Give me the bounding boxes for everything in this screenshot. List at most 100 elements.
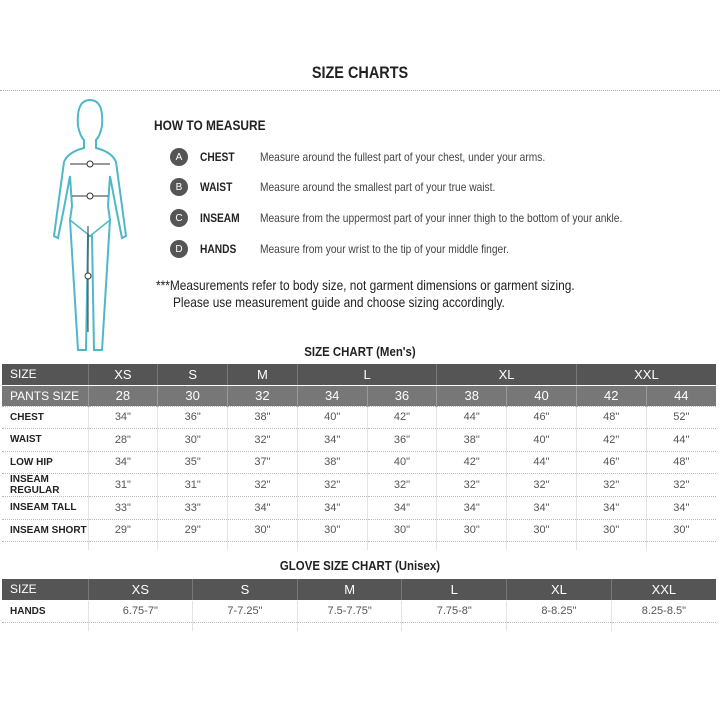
- table-cell: 30": [436, 519, 507, 542]
- table-tail: [2, 622, 716, 631]
- measure-label: INSEAM: [200, 211, 240, 225]
- table-cell: [157, 541, 228, 550]
- table-cell: [296, 541, 368, 550]
- table-cell: [610, 622, 716, 631]
- measure-desc: Measure from your wrist to the tip of yo…: [260, 242, 509, 256]
- table-cell: 46": [506, 406, 577, 429]
- header-cell: L: [401, 579, 507, 601]
- row-label: CHEST: [2, 406, 88, 429]
- table-cell: [366, 541, 437, 550]
- table-cell: 34": [227, 496, 298, 520]
- table-cell: [192, 622, 298, 631]
- table-cell: 34": [87, 406, 158, 429]
- table-cell: 46": [575, 451, 647, 474]
- table-cell: 44": [506, 451, 577, 474]
- body-measurement-figure: [52, 98, 128, 351]
- table-cell: 34": [645, 496, 716, 520]
- table-cell: [506, 541, 577, 550]
- measure-label: CHEST: [200, 150, 235, 164]
- table-cell: 32": [227, 428, 298, 452]
- table-cell: [506, 622, 612, 631]
- header-cell: PANTS SIZE: [2, 385, 88, 407]
- table-cell: 33": [87, 496, 158, 520]
- table-row: WAIST 28" 30" 32" 34" 36" 38" 40" 42" 44": [2, 428, 716, 452]
- table-cell: 33": [157, 496, 228, 520]
- header-cell: 36: [366, 385, 437, 407]
- table-tail: [2, 541, 716, 550]
- table-cell: [227, 541, 298, 550]
- table-cell: 52": [645, 406, 716, 429]
- table-cell: 31": [157, 473, 228, 497]
- table-cell: 42": [366, 406, 437, 429]
- measure-desc: Measure around the smallest part of your…: [260, 180, 496, 194]
- header-cell: M: [296, 579, 402, 601]
- table-cell: 48": [575, 406, 647, 429]
- header-cell: XS: [87, 579, 193, 601]
- measure-label: HANDS: [200, 242, 237, 256]
- measure-item-chest: A CHEST Measure around the fullest part of…: [170, 148, 545, 166]
- table-cell: 8.25-8.5": [610, 600, 716, 623]
- table-cell: 37": [227, 451, 298, 474]
- table-cell: 7-7.25": [192, 600, 298, 623]
- table-row: INSEAM SHORT 29" 29" 30" 30" 30" 30" 30" 30" 30": [2, 519, 716, 542]
- letter-badge: A: [170, 148, 188, 166]
- table-cell: 30": [645, 519, 716, 542]
- how-to-measure-heading: HOW TO MEASURE: [154, 117, 266, 133]
- table-cell: 38": [296, 451, 368, 474]
- pants-size-row: PANTS SIZE 28 30 32 34 36 38 40 42 44: [2, 385, 716, 407]
- table-cell: 48": [645, 451, 716, 474]
- note-line: ***Measurements refer to body size, not …: [156, 277, 575, 293]
- table-cell: [401, 622, 507, 631]
- table-cell: 34": [366, 496, 437, 520]
- table-cell: 42": [436, 451, 507, 474]
- table-cell: 34": [296, 496, 368, 520]
- table-cell: 40": [366, 451, 437, 474]
- header-cell: S: [192, 579, 298, 601]
- size-header-row: SIZE XS S M L XL XXL: [2, 579, 716, 601]
- table-cell: 30": [366, 519, 437, 542]
- table-cell: 32": [366, 473, 437, 497]
- measure-item-inseam: C INSEAM Measure from the uppermost part o…: [170, 209, 622, 227]
- table-cell: 29": [157, 519, 228, 542]
- header-cell: 32: [227, 385, 298, 407]
- header-cell: 38: [436, 385, 507, 407]
- header-cell: 34: [296, 385, 368, 407]
- table-cell: [645, 541, 716, 550]
- table-cell: 38": [227, 406, 298, 429]
- mens-chart-title: SIZE CHART (Men's): [304, 344, 416, 359]
- row-label: WAIST: [2, 428, 88, 452]
- table-cell: 40": [296, 406, 368, 429]
- table-cell: 34": [436, 496, 507, 520]
- table-cell: 29": [87, 519, 158, 542]
- table-cell: 31": [87, 473, 158, 497]
- table-row: HANDS 6.75-7" 7-7.25" 7.5-7.75" 7.75-8" 8-8.2…: [2, 600, 716, 623]
- header-cell: XXL: [610, 579, 716, 601]
- header-cell: XS: [87, 364, 158, 386]
- sizing-note: ***Measurements refer to body size, not …: [156, 277, 575, 311]
- table-cell: 32": [506, 473, 577, 497]
- header-cell: XXL: [575, 364, 716, 386]
- table-cell: 6.75-7": [87, 600, 193, 623]
- measure-item-hands: D HANDS Measure from your wrist to the tip…: [170, 240, 509, 258]
- row-label: INSEAM SHORT: [2, 519, 88, 542]
- measure-desc: Measure from the uppermost part of your …: [260, 211, 623, 225]
- glove-size-table: SIZE XS S M L XL XXL HANDS 6.75-7" 7-7.25" 7.5-7.…: [2, 579, 716, 631]
- glove-chart-title: GLOVE SIZE CHART (Unisex): [279, 558, 441, 573]
- table-cell: 30": [575, 519, 647, 542]
- letter-badge: C: [170, 209, 188, 227]
- table-row: INSEAM TALL 33" 33" 34" 34" 34" 34" 34" 34" 34": [2, 496, 716, 520]
- table-cell: 34": [87, 451, 158, 474]
- table-cell: 30": [227, 519, 298, 542]
- measure-label: WAIST: [200, 180, 233, 194]
- row-label: INSEAM REGULAR: [2, 473, 88, 497]
- table-cell: 30": [296, 519, 368, 542]
- table-cell: [2, 542, 88, 550]
- table-cell: [87, 541, 158, 550]
- table-row: INSEAM REGULAR 31" 31" 32" 32" 32" 32" 32" 32" 32…: [2, 473, 716, 497]
- mens-size-table: SIZE XS S M L XL XXL PANTS SIZE 28 30 32 34 3…: [2, 364, 716, 550]
- table-cell: 38": [436, 428, 507, 452]
- row-label: LOW HIP: [2, 451, 88, 474]
- header-cell: 40: [506, 385, 577, 407]
- table-cell: 32": [645, 473, 716, 497]
- table-cell: 8-8.25": [506, 600, 612, 623]
